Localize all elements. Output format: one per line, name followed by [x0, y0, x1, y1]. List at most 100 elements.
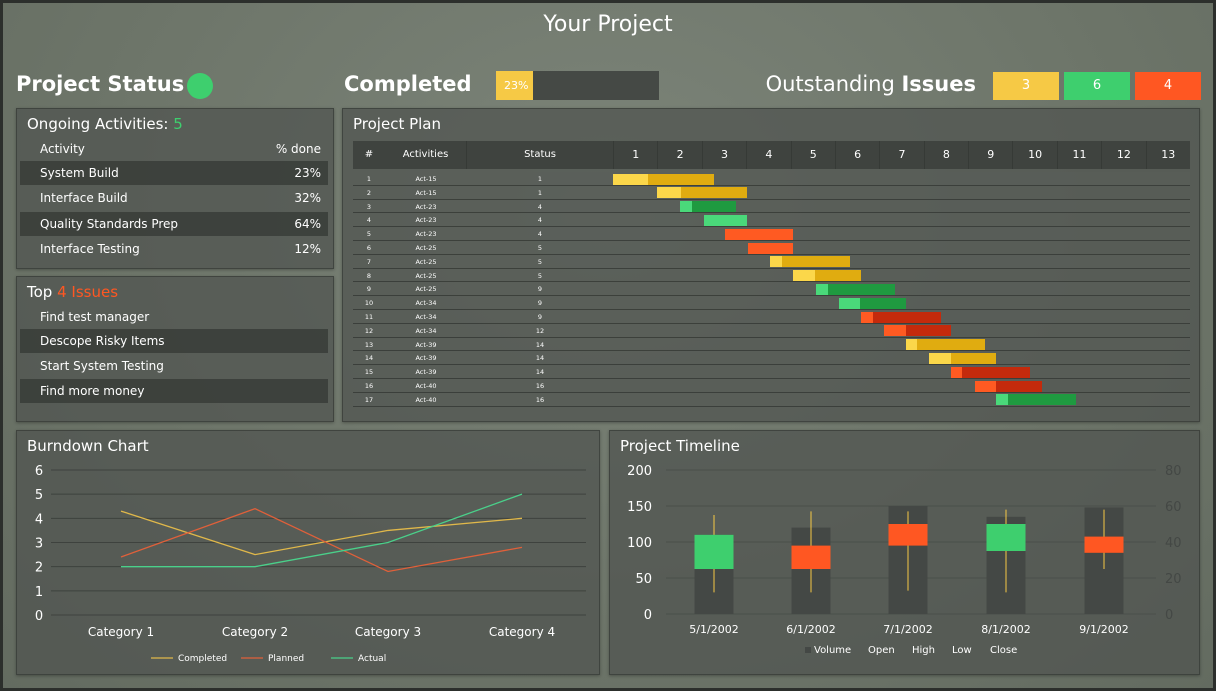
top-issues-panel: Top 4 Issues Find test manager Descope R… — [16, 276, 334, 422]
row-status: 5 — [537, 257, 543, 266]
col-header-status: Status — [467, 141, 613, 169]
panel-title: Project Timeline — [620, 437, 740, 455]
issue-item[interactable]: Descope Risky Items — [20, 329, 328, 353]
table-row[interactable]: Quality Standards Prep 64% — [20, 212, 328, 236]
table-row[interactable]: 3 Act-23 4 — [353, 199, 1190, 214]
table-row[interactable]: Interface Build 32% — [20, 186, 328, 210]
x-tick-label: Category 2 — [222, 625, 288, 639]
row-status: 16 — [535, 382, 545, 390]
y2-tick-label: 40 — [1165, 536, 1182, 551]
table-row[interactable]: 15 Act-39 14 — [353, 365, 1190, 379]
table-row[interactable]: Interface Testing 12% — [20, 237, 328, 261]
candle-body — [1084, 536, 1124, 553]
gantt-bar-done — [770, 256, 783, 268]
y2-tick-label: 80 — [1165, 464, 1182, 479]
table-row[interactable]: 4 Act-23 4 — [353, 213, 1190, 228]
y-tick-label: 0 — [644, 608, 652, 623]
series-line-completed — [120, 510, 523, 556]
row-activity: Act-40 — [415, 395, 437, 404]
activity-name: Quality Standards Prep — [40, 217, 179, 231]
y-tick-label: 3 — [35, 537, 43, 552]
activity-name: System Build — [40, 166, 119, 180]
row-activity: Act-25 — [415, 244, 437, 252]
table-row[interactable]: 17 Act-40 16 — [353, 392, 1190, 407]
col-done: % done — [275, 142, 321, 156]
row-number: 8 — [366, 271, 372, 280]
x-tick-label: Category 4 — [489, 625, 555, 639]
legend-swatch — [805, 647, 811, 653]
legend-label: High — [912, 645, 935, 656]
issues-badge-red[interactable]: 4 — [1135, 72, 1201, 100]
series-line-planned — [120, 507, 523, 573]
table-row[interactable]: 10 Act-34 9 — [353, 296, 1190, 310]
row-status: 1 — [537, 188, 543, 197]
legend-label: Close — [990, 645, 1017, 656]
label-text-bold: Issues — [901, 72, 976, 96]
completed-label: Completed — [344, 72, 472, 96]
candle-body — [888, 524, 928, 546]
table-row[interactable]: 13 Act-39 14 — [353, 337, 1190, 352]
timeline-panel: Project Timeline 0 0 50 20 100 40 150 60 200 80 5/… — [609, 430, 1200, 675]
table-row[interactable]: 11 Act-34 9 — [353, 310, 1190, 324]
row-activity: Act-23 — [415, 216, 437, 225]
gantt-bar-done — [725, 228, 794, 240]
col-header-week: 3 — [701, 141, 747, 169]
legend-label: Actual — [358, 654, 386, 664]
gantt-bar-done — [883, 325, 906, 337]
table-row[interactable]: 16 Act-40 16 — [353, 379, 1190, 393]
row-status: 1 — [537, 175, 543, 183]
table-row[interactable]: 8 Act-25 5 — [353, 269, 1190, 283]
table-row[interactable]: 1 Act-15 1 — [353, 172, 1190, 186]
gantt-bar — [860, 311, 941, 323]
row-number: 7 — [366, 257, 372, 266]
issue-item[interactable]: Find test manager — [40, 310, 150, 324]
row-number: 11 — [364, 313, 374, 321]
table-row[interactable]: 9 Act-25 9 — [353, 282, 1190, 297]
row-status: 14 — [535, 368, 545, 377]
completed-progress-fill: 23% — [496, 71, 534, 100]
issues-badge-yellow[interactable]: 3 — [993, 72, 1059, 100]
y-tick-label: 0 — [35, 609, 43, 624]
y-tick-label: 200 — [627, 464, 652, 479]
gantt-bar-done — [975, 380, 996, 392]
row-number: 10 — [364, 299, 374, 308]
row-activity: Act-34 — [415, 299, 437, 308]
row-status: 4 — [537, 230, 543, 239]
activity-pct: 23% — [294, 166, 321, 180]
activity-count: 5 — [173, 115, 183, 133]
row-status: 5 — [537, 244, 543, 252]
row-status: 4 — [537, 216, 543, 225]
table-row[interactable]: 6 Act-25 5 — [353, 241, 1190, 255]
gantt-bar-done — [613, 173, 649, 185]
completed-progress-bar: 23% — [496, 71, 659, 100]
row-status: 16 — [535, 395, 545, 404]
col-header-week: 12 — [1101, 141, 1146, 169]
gantt-bar — [613, 173, 714, 185]
table-row[interactable]: 2 Act-15 1 — [353, 186, 1190, 200]
table-row[interactable]: System Build 23% — [20, 161, 328, 185]
table-row[interactable]: 14 Act-39 14 — [353, 351, 1190, 366]
project-status-label: Project Status — [16, 72, 185, 96]
gantt-bar-done — [793, 270, 815, 282]
col-header-week: 11 — [1056, 141, 1102, 169]
col-header-number: # — [353, 141, 385, 169]
row-number: 12 — [364, 326, 374, 335]
issues-badge-green[interactable]: 6 — [1064, 72, 1130, 100]
col-header-week: 4 — [746, 141, 791, 169]
row-status: 14 — [535, 354, 545, 363]
table-row[interactable]: 12 Act-34 12 — [353, 324, 1190, 338]
activity-name: Interface Build — [40, 191, 128, 205]
issue-item[interactable]: Start System Testing — [40, 359, 164, 373]
gantt-bar — [680, 201, 737, 213]
series-line-actual — [121, 493, 523, 568]
row-status: 12 — [535, 326, 545, 335]
gantt-bar — [975, 380, 1042, 392]
y-tick-label: 5 — [35, 488, 43, 503]
gantt-bar-done — [657, 187, 681, 199]
title-text: Top — [27, 283, 58, 301]
x-tick-label: 7/1/2002 — [883, 623, 932, 636]
activity-name: Interface Testing — [40, 242, 140, 256]
issue-item[interactable]: Find more money — [20, 379, 328, 403]
row-number: 13 — [364, 340, 374, 349]
col-header-week: 7 — [879, 141, 924, 169]
